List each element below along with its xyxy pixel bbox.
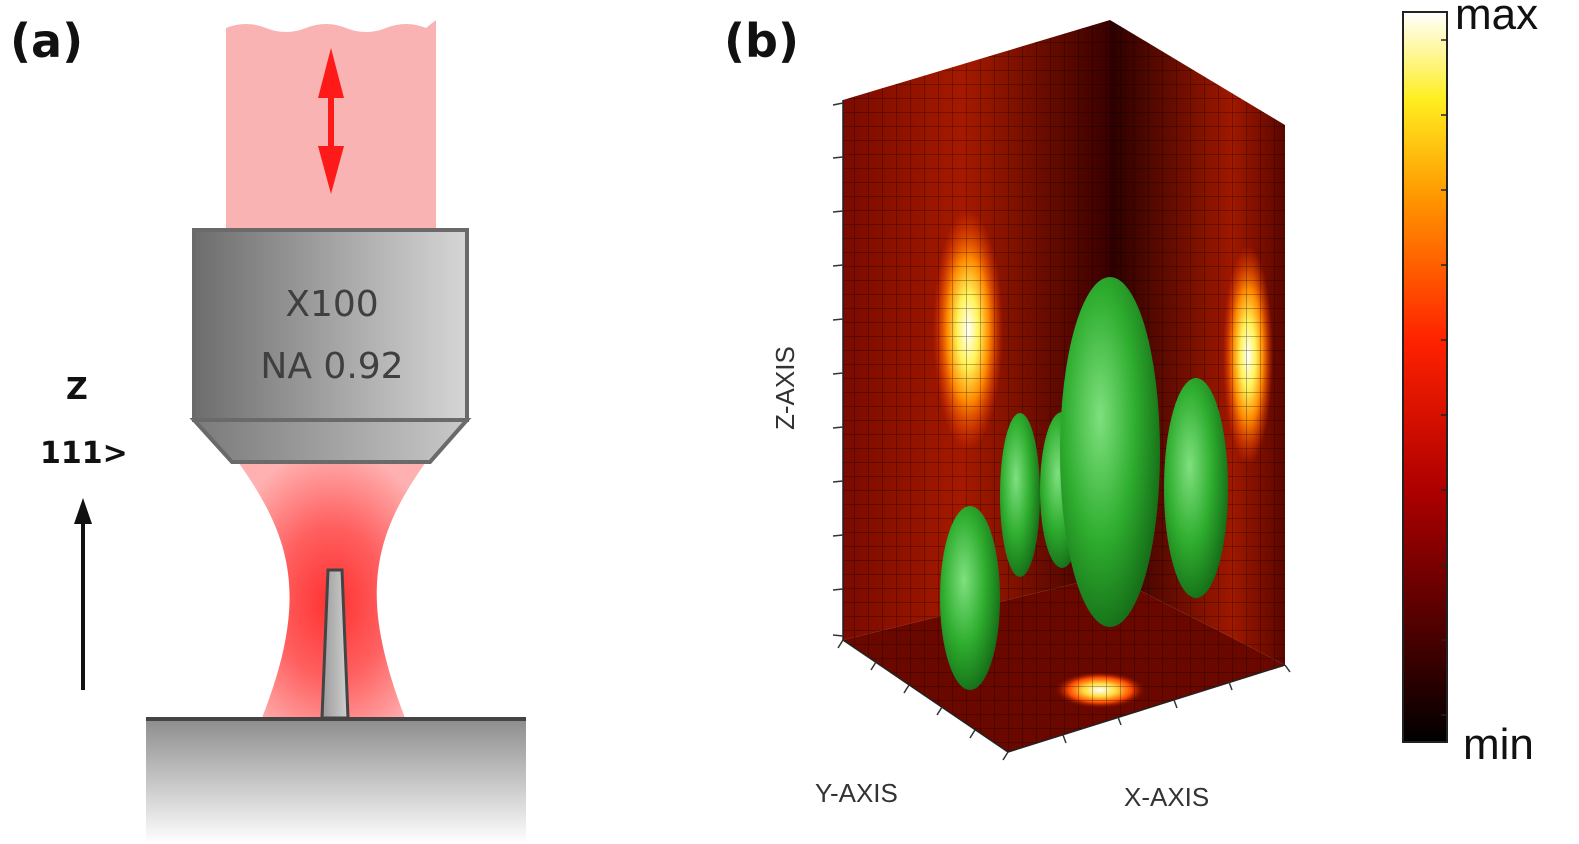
objective-lens-collar <box>189 418 472 464</box>
direction-label: 111> <box>40 436 128 471</box>
y-axis-ticks <box>837 639 1009 761</box>
panel-a-diagram <box>74 20 526 844</box>
substrate <box>146 718 526 844</box>
panel-a-label: (a) <box>10 14 84 68</box>
z-direction-arrow-icon <box>74 498 92 690</box>
colorbar <box>1402 11 1448 743</box>
z-axis-label: Z-AXIS <box>770 346 800 430</box>
x-axis-label: X-AXIS <box>1124 782 1210 812</box>
objective-magnification: X100 <box>285 284 379 325</box>
z-axis-ticks <box>832 102 844 637</box>
yz-wall <box>843 20 1110 640</box>
xy-floor <box>843 575 1285 752</box>
panel-b-label: (b) <box>724 14 799 68</box>
nanostructure-tip <box>320 568 350 720</box>
y-axis-label: Y-AXIS <box>815 778 898 808</box>
objective-numerical-aperture: NA 0.92 <box>260 346 404 387</box>
colorbar-max-label: max <box>1455 0 1539 39</box>
colorbar-min-label: min <box>1463 720 1534 769</box>
z-label: Z <box>66 372 88 407</box>
x-axis-ticks <box>1062 664 1291 744</box>
objective-lens-body <box>192 228 469 422</box>
polarization-arrow-icon <box>318 48 344 194</box>
isosurface-lobes <box>940 277 1228 690</box>
xz-wall <box>1110 20 1285 665</box>
colorbar-ticks <box>1441 39 1447 716</box>
